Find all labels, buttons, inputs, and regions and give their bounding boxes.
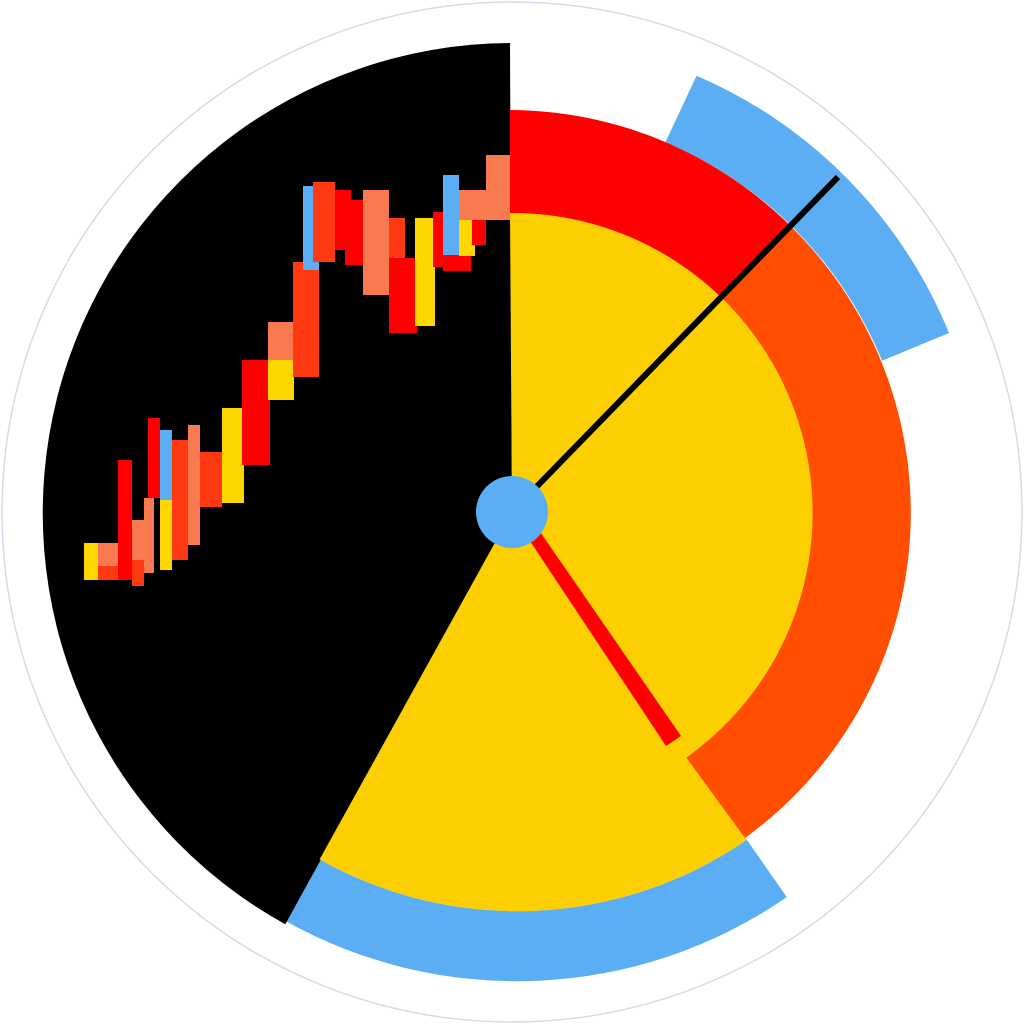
bar-block — [486, 155, 510, 220]
bar-block — [98, 566, 120, 580]
bar-block — [313, 182, 335, 262]
long-hand — [509, 174, 841, 515]
bar-block — [188, 425, 200, 545]
bar-block — [293, 262, 319, 377]
bar-block — [148, 418, 160, 498]
bar-block — [160, 430, 172, 500]
yellow-sector-bottom — [319, 512, 747, 912]
bar-block — [118, 460, 132, 580]
bar-block — [443, 175, 459, 257]
bar-block — [132, 560, 144, 586]
bar-block — [200, 452, 222, 507]
bar-block — [459, 190, 486, 220]
bar-block — [389, 258, 417, 333]
bar-block — [160, 500, 172, 570]
bar-block — [144, 498, 154, 573]
bar-block — [415, 218, 435, 326]
bar-block — [172, 440, 188, 560]
bar-block — [363, 190, 389, 295]
short-hand — [524, 526, 681, 746]
bar-block — [268, 360, 294, 400]
bar-block — [433, 212, 443, 267]
bar-block — [268, 322, 294, 362]
bar-block — [242, 360, 270, 465]
yellow-inner-disc — [510, 212, 813, 758]
bar-block — [443, 255, 471, 271]
blue-arc-bottom — [284, 839, 787, 982]
bar-pattern — [84, 155, 510, 586]
bar-block — [84, 543, 98, 580]
red-arc — [510, 110, 793, 301]
center-hub — [476, 476, 548, 548]
bar-block — [472, 220, 486, 245]
bar-block — [389, 218, 405, 258]
blue-arc-top-right — [665, 75, 949, 361]
bar-block — [345, 200, 363, 265]
orange-red-arc — [686, 227, 911, 838]
bar-block — [222, 408, 244, 503]
